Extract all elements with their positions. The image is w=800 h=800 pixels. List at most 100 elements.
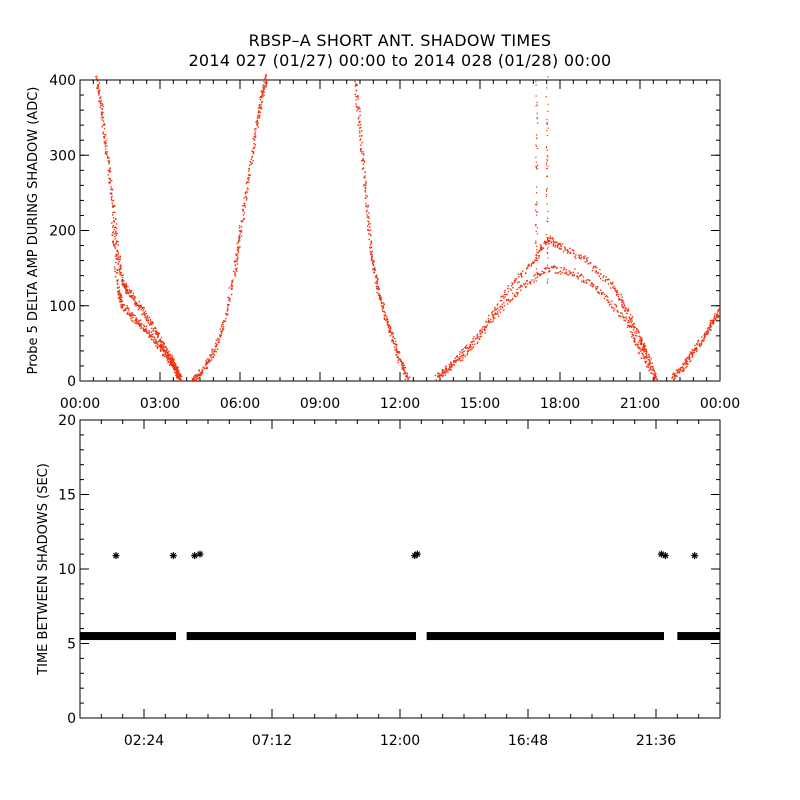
data-point: [227, 313, 229, 315]
data-point: [646, 365, 648, 367]
data-point: [242, 209, 245, 211]
x-tick-label: 02:24: [124, 733, 164, 749]
data-point: [648, 354, 650, 356]
data-point: [162, 348, 164, 350]
data-point: [231, 287, 233, 289]
data-point: [526, 283, 529, 285]
data-point: [240, 229, 242, 232]
data-point: [261, 92, 264, 94]
data-point: [205, 367, 207, 369]
data-point: [219, 335, 221, 337]
data-point: [487, 321, 489, 324]
data-point-spike: [545, 164, 547, 166]
data-point: [518, 287, 520, 289]
data-point: [376, 276, 378, 279]
data-point: [108, 163, 110, 165]
data-point: [692, 349, 694, 352]
data-point: [700, 344, 703, 346]
data-point: [116, 282, 119, 285]
data-point: [383, 311, 385, 313]
data-point: [140, 327, 142, 330]
data-point: [470, 346, 472, 349]
data-point: [169, 358, 172, 361]
data-point: [191, 377, 193, 380]
data-point: [170, 357, 173, 360]
data-point: [221, 329, 224, 331]
data-point-spike: [536, 168, 539, 170]
asterisk-stroke: [543, 633, 550, 639]
data-point: [461, 354, 463, 357]
data-point: [197, 374, 199, 377]
data-point: [703, 335, 705, 337]
data-point: [496, 304, 498, 306]
data-point: [128, 307, 130, 310]
data-point: [536, 273, 538, 275]
data-point-spike: [535, 211, 537, 213]
data-point: [642, 353, 644, 356]
data-point: [407, 379, 409, 381]
data-point: [603, 293, 606, 296]
data-point: [102, 104, 104, 106]
data-point: [109, 170, 112, 172]
data-point: [371, 255, 373, 257]
data-point: [192, 379, 194, 381]
data-point: [115, 241, 118, 243]
data-point: [444, 366, 447, 368]
data-point: [115, 231, 117, 233]
data-point: [231, 282, 233, 284]
data-point: [110, 197, 113, 199]
data-point: [251, 162, 253, 164]
x-tick-label: 21:00: [620, 396, 660, 412]
data-point: [682, 369, 684, 372]
data-point: [379, 299, 382, 301]
data-point: [363, 154, 365, 156]
data-point: [203, 367, 206, 369]
data-point: [173, 362, 175, 364]
data-point: [167, 361, 169, 364]
data-point: [179, 375, 181, 378]
data-point: [357, 108, 359, 110]
data-point: [492, 316, 494, 318]
data-point: [199, 375, 201, 377]
data-point: [238, 230, 241, 232]
data-point: [491, 311, 493, 314]
data-point: [675, 369, 678, 371]
data-point: [649, 368, 652, 370]
data-point-spike: [535, 268, 538, 270]
data-point: [654, 376, 656, 378]
data-point: [249, 174, 251, 177]
data-point: [154, 330, 157, 332]
data-point: [682, 370, 684, 372]
data-point: [164, 346, 166, 349]
data-point: [509, 300, 511, 302]
data-point: [208, 361, 210, 363]
data-point: [105, 148, 107, 150]
data-point: [382, 310, 384, 312]
data-point: [367, 216, 370, 218]
data-point: [442, 374, 444, 377]
data-point: [255, 128, 257, 130]
data-point: [718, 314, 720, 317]
data-point: [120, 305, 122, 308]
data-point: [164, 353, 167, 355]
data-point: [703, 339, 705, 342]
data-point: [631, 320, 633, 322]
data-point: [710, 324, 712, 326]
data-point: [364, 186, 367, 189]
data-point: [143, 313, 146, 315]
data-point: [121, 300, 124, 302]
data-point: [243, 202, 245, 204]
data-point: [557, 242, 559, 245]
data-point-spike: [535, 242, 537, 244]
data-point: [367, 206, 369, 208]
data-point: [648, 364, 650, 367]
data-point-spike: [547, 243, 549, 245]
data-point: [165, 351, 168, 354]
data-point: [125, 282, 127, 285]
data-point: [357, 117, 359, 120]
data-point: [583, 258, 585, 260]
data-point: [556, 246, 559, 248]
data-point: [119, 271, 121, 273]
data-point: [573, 275, 575, 277]
data-point: [620, 315, 622, 318]
